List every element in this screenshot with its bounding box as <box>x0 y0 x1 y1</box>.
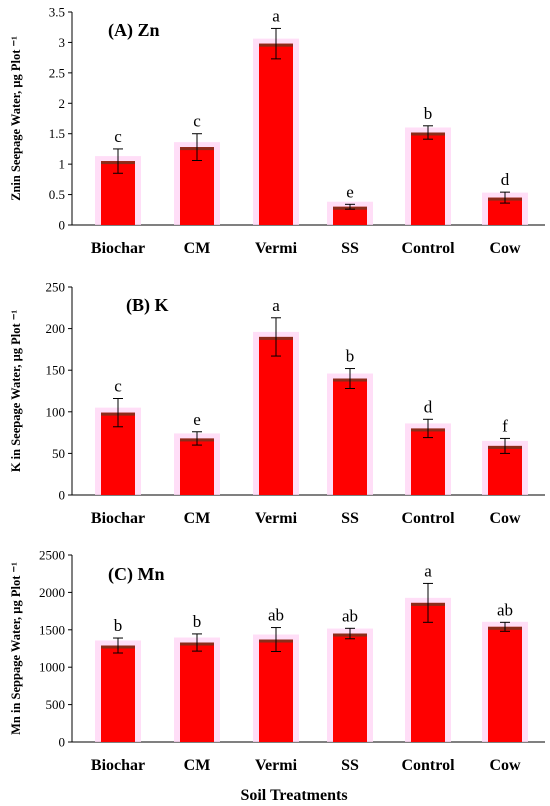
category-label: Vermi <box>255 510 298 527</box>
category-label: Vermi <box>255 757 298 774</box>
panel-title: (B) K <box>126 295 169 316</box>
chart-panel-mn: 0 500 1000 1500 2000 2500 Mn in Seppage Water,… <box>9 548 545 774</box>
chart-panel-zn: 0 0.5 1 1.5 2 2.5 3 3.5 Znin Seepage Water, µg P… <box>9 5 545 257</box>
y-tick-label: 2 <box>59 96 66 111</box>
significance-letter: a <box>272 296 280 315</box>
category-label: SS <box>341 510 359 527</box>
y-tick-label: 500 <box>46 697 66 712</box>
significance-letter: b <box>193 612 202 631</box>
bar <box>411 602 445 742</box>
y-tick-label: 1500 <box>39 622 65 637</box>
bar <box>259 639 293 742</box>
significance-letter: e <box>346 182 354 201</box>
y-tick-label: 100 <box>46 404 66 419</box>
significance-letter: c <box>193 112 201 131</box>
y-tick-label: 0 <box>59 488 66 503</box>
bar <box>333 378 367 495</box>
category-label: Control <box>401 510 455 527</box>
y-tick-label: 150 <box>46 363 66 378</box>
significance-letter: b <box>424 104 433 123</box>
significance-letter: d <box>424 397 433 416</box>
significance-letter: b <box>114 616 123 635</box>
y-tick-label: 2.5 <box>49 65 65 80</box>
category-label: Biochar <box>91 510 145 527</box>
significance-letter: d <box>501 170 510 189</box>
category-label: SS <box>341 757 359 774</box>
y-tick-label: 2500 <box>39 548 65 563</box>
y-axis-label: Mn in Seppage Water, µg Plot ⁻¹ <box>9 562 23 735</box>
y-tick-label: 200 <box>46 321 66 336</box>
category-label: Biochar <box>91 757 145 774</box>
bar <box>333 206 367 225</box>
y-tick-label: 0 <box>59 735 66 750</box>
bar <box>180 438 214 495</box>
category-label: Vermi <box>255 240 298 257</box>
y-tick-label: 50 <box>52 446 65 461</box>
bar <box>101 645 135 742</box>
category-label: CM <box>184 510 211 527</box>
significance-letter: a <box>272 6 280 25</box>
category-label: Cow <box>489 240 521 257</box>
chart-panel-k: 0 50 100 150 200 250 K in Seepage Water, µg Pl… <box>9 280 545 527</box>
panel-title: (A) Zn <box>108 20 160 41</box>
bar <box>259 336 293 495</box>
significance-letter: ab <box>497 600 513 619</box>
y-tick-label: 1 <box>59 157 66 172</box>
y-tick-label: 0.5 <box>49 187 65 202</box>
x-axis-title: Soil Treatments <box>240 787 347 804</box>
category-label: Control <box>401 240 455 257</box>
y-tick-label: 2000 <box>39 585 65 600</box>
y-axis-label: K in Seepage Water, µg Plot ⁻¹ <box>9 310 23 473</box>
bar <box>259 43 293 225</box>
panel-title: (C) Mn <box>108 564 165 585</box>
category-label: Control <box>401 757 455 774</box>
category-label: SS <box>341 240 359 257</box>
bar <box>180 642 214 742</box>
y-tick-label: 250 <box>46 280 66 295</box>
bar <box>488 445 522 495</box>
category-label: Cow <box>489 757 521 774</box>
significance-letter: ab <box>268 606 284 625</box>
significance-letter: f <box>502 416 508 435</box>
significance-letter: ab <box>342 606 358 625</box>
y-tick-label: 1000 <box>39 660 65 675</box>
y-tick-label: 3 <box>59 35 66 50</box>
y-tick-label: 1.5 <box>49 126 65 141</box>
category-label: CM <box>184 240 211 257</box>
bar <box>333 633 367 742</box>
category-label: CM <box>184 757 211 774</box>
category-label: Cow <box>489 510 521 527</box>
bar <box>411 132 445 225</box>
y-axis-label: Znin Seepage Water, µg Plot ⁻¹ <box>9 36 23 201</box>
y-tick-label: 3.5 <box>49 5 65 20</box>
y-tick-label: 0 <box>59 218 66 233</box>
significance-letter: e <box>193 410 201 429</box>
bar <box>411 428 445 495</box>
significance-letter: c <box>114 376 122 395</box>
significance-letter: c <box>114 127 122 146</box>
significance-letter: b <box>346 347 355 366</box>
category-label: Biochar <box>91 240 145 257</box>
bar <box>488 626 522 742</box>
significance-letter: a <box>424 561 432 580</box>
